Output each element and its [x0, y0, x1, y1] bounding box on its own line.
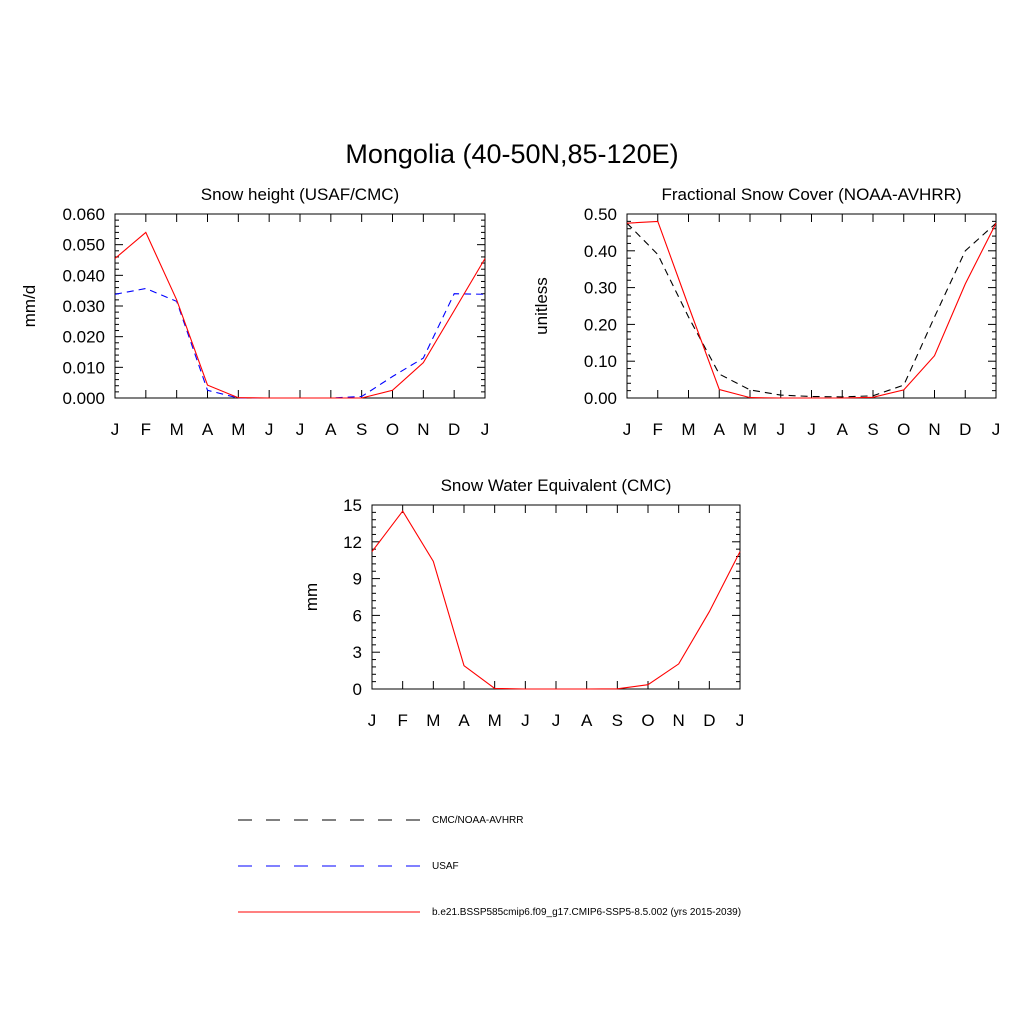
x-tick-label: J	[111, 420, 120, 439]
x-tick-label: S	[867, 420, 878, 439]
x-tick-label: F	[653, 420, 663, 439]
x-tick-label: F	[397, 711, 407, 730]
series-line	[626, 220, 997, 399]
x-tick-label: M	[170, 420, 184, 439]
x-tick-label: O	[897, 420, 910, 439]
x-tick-label: J	[736, 711, 745, 730]
plot-frame	[371, 504, 741, 690]
y-tick-label: 0.010	[62, 358, 105, 377]
legend-label-usaf: USAF	[432, 861, 459, 872]
x-tick-label: M	[426, 711, 440, 730]
x-tick-label: J	[623, 420, 632, 439]
series-line	[114, 231, 486, 399]
x-tick-label: D	[703, 711, 715, 730]
x-tick-label: J	[777, 420, 786, 439]
y-axis-label: mm/d	[20, 285, 39, 328]
y-tick-label: 0.10	[584, 352, 617, 371]
y-tick-label: 0.050	[62, 236, 105, 255]
x-tick-label: A	[714, 420, 726, 439]
y-tick-label: 6	[353, 606, 362, 625]
y-tick-label: 15	[343, 496, 362, 515]
x-tick-label: J	[807, 420, 816, 439]
series-line	[626, 222, 997, 398]
plot-frame	[114, 213, 486, 399]
x-tick-label: A	[581, 711, 593, 730]
x-tick-label: N	[417, 420, 429, 439]
x-tick-label: S	[356, 420, 367, 439]
plot-title: Fractional Snow Cover (NOAA-AVHRR)	[661, 185, 961, 204]
x-tick-label: J	[265, 420, 274, 439]
legend: CMC/NOAA-AVHRR USAF b.e21.BSSP585cmip6.f…	[238, 815, 741, 918]
x-tick-label: A	[202, 420, 214, 439]
y-tick-label: 3	[353, 643, 362, 662]
x-tick-label: N	[928, 420, 940, 439]
plot-fractional-snow-cover: Fractional Snow Cover (NOAA-AVHRR)J F M A M J…	[532, 185, 1000, 439]
plot-title: Snow Water Equivalent (CMC)	[441, 476, 672, 495]
x-tick-label: O	[641, 711, 654, 730]
x-tick-label: A	[458, 711, 470, 730]
y-tick-label: 12	[343, 533, 362, 552]
x-tick-label: F	[141, 420, 151, 439]
x-tick-label: J	[521, 711, 530, 730]
y-tick-label: 0.00	[584, 389, 617, 408]
y-tick-label: 0.000	[62, 389, 105, 408]
plot-title: Snow height (USAF/CMC)	[201, 185, 399, 204]
x-tick-label: J	[552, 711, 561, 730]
x-tick-label: J	[368, 711, 377, 730]
x-tick-label: J	[296, 420, 305, 439]
plot-snow-height: Snow height (USAF/CMC)J F M A M J J A S O N D J0.000…	[20, 185, 489, 439]
plot-snow-water-equivalent: Snow Water Equivalent (CMC)J F M A M J J A S O N D J…	[302, 476, 744, 730]
y-tick-label: 0.040	[62, 266, 105, 285]
y-tick-label: 0.020	[62, 328, 105, 347]
x-tick-label: M	[488, 711, 502, 730]
x-tick-label: A	[837, 420, 849, 439]
x-tick-label: M	[231, 420, 245, 439]
y-tick-label: 0.30	[584, 279, 617, 298]
x-tick-label: A	[325, 420, 337, 439]
y-tick-label: 0.060	[62, 205, 105, 224]
x-tick-label: S	[612, 711, 623, 730]
y-tick-label: 0.20	[584, 315, 617, 334]
x-tick-label: O	[386, 420, 399, 439]
x-tick-label: D	[448, 420, 460, 439]
y-tick-label: 9	[353, 570, 362, 589]
series-line	[371, 510, 741, 690]
x-tick-label: N	[673, 711, 685, 730]
figure-title: Mongolia (40-50N,85-120E)	[345, 139, 678, 169]
y-tick-label: 0	[353, 680, 362, 699]
x-tick-label: D	[959, 420, 971, 439]
x-tick-label: J	[992, 420, 1001, 439]
y-tick-label: 0.50	[584, 205, 617, 224]
y-axis-label: unitless	[532, 277, 551, 335]
x-tick-label: M	[743, 420, 757, 439]
x-tick-label: J	[481, 420, 490, 439]
x-tick-label: M	[681, 420, 695, 439]
y-tick-label: 0.030	[62, 297, 105, 316]
plot-frame	[626, 213, 997, 399]
y-axis-label: mm	[302, 583, 321, 611]
y-tick-label: 0.40	[584, 242, 617, 261]
legend-label-model: b.e21.BSSP585cmip6.f09_g17.CMIP6-SSP5-8.…	[432, 907, 741, 918]
series-line	[114, 287, 486, 399]
legend-label-cmc: CMC/NOAA-AVHRR	[432, 815, 523, 826]
